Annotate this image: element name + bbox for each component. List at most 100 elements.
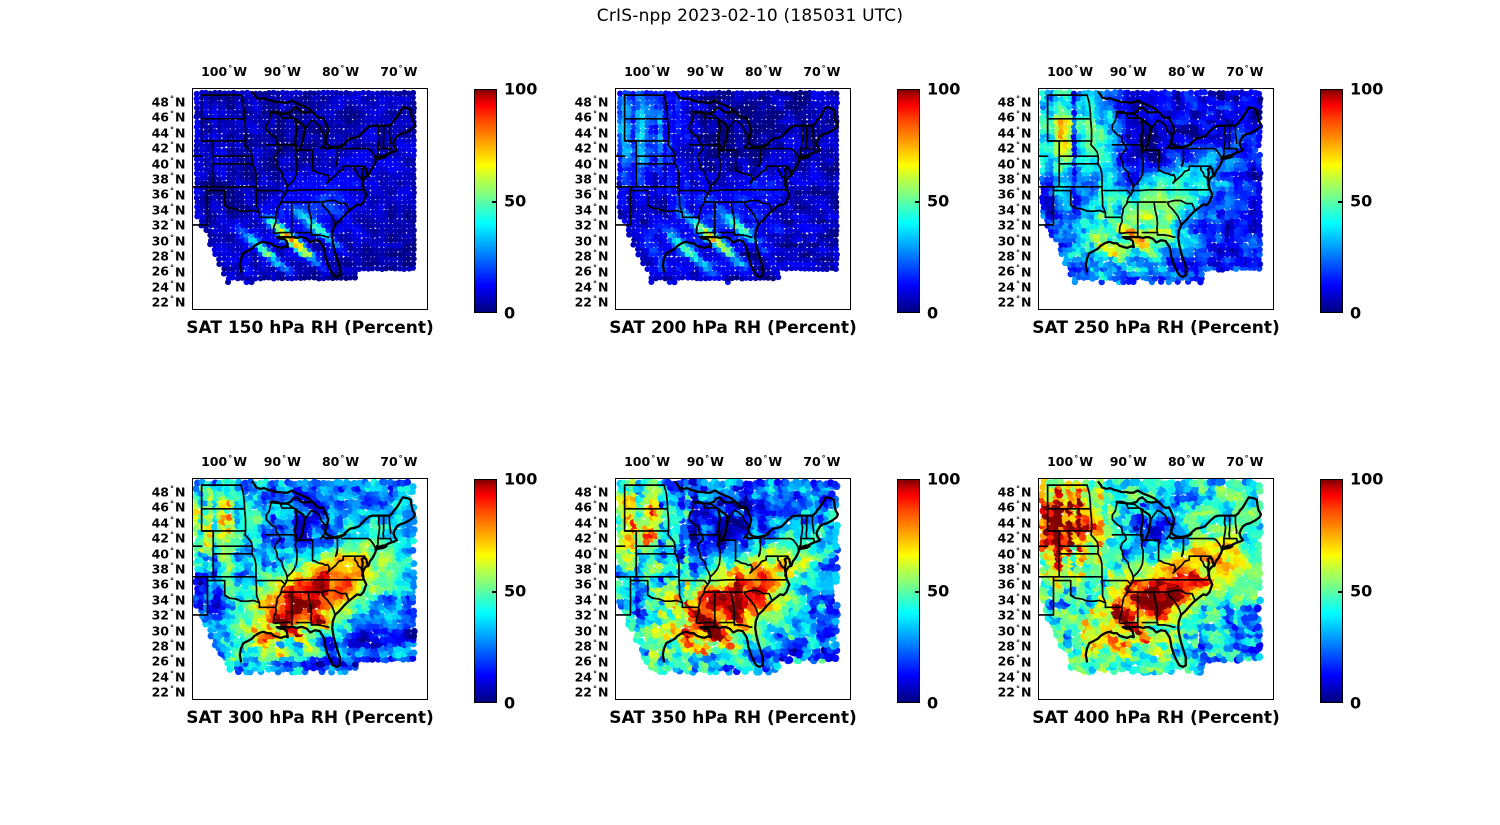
latitude-axis: 48°N 46°N 44°N 42°N 40°N 38°N 36°N 34°N 32°N 30°N… xyxy=(559,478,611,700)
state-boundary xyxy=(1223,514,1227,540)
coastline xyxy=(1097,480,1263,539)
state-boundary xyxy=(616,484,638,616)
rh-retrieval-field xyxy=(1039,89,1264,286)
coastline xyxy=(1167,142,1193,150)
colorbar-tick-label: 50 xyxy=(504,581,527,601)
lat-tick-label: 26°N xyxy=(574,263,609,280)
state-boundary xyxy=(1180,548,1185,558)
state-boundary xyxy=(286,533,298,578)
lat-tick-label: 32°N xyxy=(997,217,1032,233)
state-boundary xyxy=(334,158,339,168)
state-boundary xyxy=(1097,162,1103,188)
lat-tick-label: 48°N xyxy=(997,484,1032,500)
lat-tick-label: 40°N xyxy=(151,545,186,562)
state-boundary xyxy=(1199,165,1209,181)
colorbar-tick-label: 0 xyxy=(1350,303,1362,323)
state-boundary xyxy=(688,501,712,609)
colorbar-tick-label: 50 xyxy=(927,191,950,211)
lon-tick-label: 80°W xyxy=(744,454,783,470)
map-boundaries xyxy=(616,480,840,669)
panel-caption: SAT 250 hPa RH (Percent) xyxy=(1032,318,1280,338)
colorbar-tick-label: 50 xyxy=(1350,581,1373,601)
state-boundary xyxy=(1157,559,1177,574)
coastline xyxy=(374,544,388,551)
lon-tick-label: 80°W xyxy=(1167,454,1206,470)
state-boundary xyxy=(1156,624,1176,628)
lon-tick-label: 100°W xyxy=(201,454,247,470)
state-boundary xyxy=(255,189,286,196)
state-boundary xyxy=(311,559,331,574)
lat-tick-label: 46°N xyxy=(151,109,186,125)
lat-tick-label: 30°N xyxy=(574,233,609,249)
state-boundary xyxy=(1215,539,1222,548)
lat-tick-label: 36°N xyxy=(151,576,186,592)
coastline xyxy=(1220,544,1234,551)
state-boundary xyxy=(667,530,676,548)
state-boundary xyxy=(1111,501,1135,609)
lat-tick-label: 30°N xyxy=(997,233,1032,249)
lat-tick-label: 40°N xyxy=(574,155,609,172)
lat-tick-label: 46°N xyxy=(151,499,186,515)
state-boundary xyxy=(1111,111,1135,219)
state-boundary xyxy=(193,94,215,226)
state-boundary xyxy=(1166,591,1182,616)
state-boundary xyxy=(749,165,789,184)
lon-tick-label: 70°W xyxy=(1226,64,1264,80)
lon-tick-label: 80°W xyxy=(1167,64,1206,80)
lat-tick-label: 38°N xyxy=(997,171,1032,187)
state-boundary xyxy=(243,117,247,142)
state-boundary xyxy=(1199,555,1209,571)
state-boundary xyxy=(707,188,754,192)
state-boundary xyxy=(1039,484,1061,616)
state-boundary xyxy=(375,537,379,548)
state-boundary xyxy=(1167,589,1196,602)
rh-retrieval-field xyxy=(616,89,841,286)
state-boundary xyxy=(733,624,753,628)
colorbar-tick xyxy=(1338,201,1343,203)
state-boundary xyxy=(674,155,677,165)
map-boundaries xyxy=(193,480,417,669)
lat-tick-label: 22°N xyxy=(151,294,186,310)
lat-tick-label: 42°N xyxy=(574,530,609,546)
lat-tick-label: 28°N xyxy=(574,248,609,264)
state-boundary xyxy=(272,216,293,238)
state-boundary xyxy=(1228,514,1231,540)
state-boundary xyxy=(702,112,718,119)
panel-caption: SAT 300 hPa RH (Percent) xyxy=(186,708,434,728)
lon-tick-label: 90°W xyxy=(686,454,724,470)
lat-tick-label: 26°N xyxy=(151,653,186,670)
lat-tick-label: 46°N xyxy=(997,499,1032,515)
state-boundary xyxy=(707,578,754,582)
state-boundary xyxy=(311,169,331,184)
lat-tick-label: 34°N xyxy=(151,202,186,218)
lat-tick-label: 36°N xyxy=(574,186,609,202)
map-canvas xyxy=(1039,479,1264,676)
lat-tick-label: 48°N xyxy=(997,94,1032,110)
lon-tick-label: 90°W xyxy=(1109,454,1147,470)
state-boundary xyxy=(223,204,261,214)
map-canvas xyxy=(616,479,841,676)
lat-tick-label: 28°N xyxy=(151,248,186,264)
state-boundary xyxy=(244,530,253,548)
coastline xyxy=(294,508,306,542)
lat-tick-label: 38°N xyxy=(997,561,1032,577)
panel-caption: SAT 350 hPa RH (Percent) xyxy=(609,708,857,728)
state-boundary xyxy=(709,533,721,578)
map-boundaries xyxy=(1039,90,1263,279)
state-boundary xyxy=(1157,169,1177,184)
state-boundary xyxy=(326,165,366,184)
coastline xyxy=(1206,556,1216,578)
lat-tick-label: 38°N xyxy=(151,171,186,187)
state-boundary xyxy=(1090,530,1099,548)
state-boundary xyxy=(286,143,298,188)
state-boundary xyxy=(1228,124,1231,150)
lon-tick-label: 100°W xyxy=(201,64,247,80)
state-boundary xyxy=(1130,578,1177,582)
latitude-axis: 48°N 46°N 44°N 42°N 40°N 38°N 36°N 34°N 32°N 30°N… xyxy=(559,88,611,310)
lat-tick-label: 36°N xyxy=(997,186,1032,202)
figure-title: CrIS-npp 2023-02-10 (185031 UTC) xyxy=(596,6,904,26)
state-boundary xyxy=(1086,94,1092,120)
